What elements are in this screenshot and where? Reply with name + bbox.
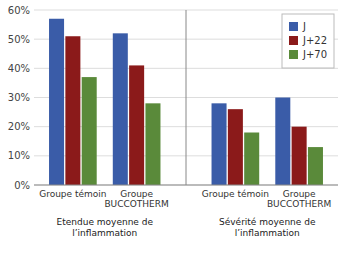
section-divider: [186, 10, 187, 185]
y-tick-label: 60%: [8, 5, 30, 16]
bar: [145, 103, 160, 185]
x-tick-label: GroupeBUCCOTHERM: [104, 189, 168, 209]
bar: [65, 36, 80, 185]
bar: [82, 77, 97, 185]
y-tick-label: 30%: [8, 92, 30, 103]
y-tick-label: 50%: [8, 34, 30, 45]
legend-frame: [282, 14, 334, 68]
legend-swatch: [289, 36, 298, 45]
bar: [244, 133, 259, 186]
bar: [292, 127, 307, 185]
y-tick-label: 20%: [8, 121, 30, 132]
bar: [113, 33, 128, 185]
bar: [275, 98, 290, 186]
section-label: Etendue moyenne del’inflammation: [57, 217, 154, 238]
bar: [212, 103, 227, 185]
bar: [129, 65, 144, 185]
legend-swatch: [289, 22, 298, 31]
y-tick-label: 10%: [8, 150, 30, 161]
grid: [34, 10, 338, 185]
legend-label: J+70: [302, 49, 327, 60]
legend-label: J+22: [302, 35, 327, 46]
chart: 0%10%20%30%40%50%60%Groupe témoinGroupeB…: [0, 0, 346, 277]
y-tick-label: 0%: [14, 180, 30, 191]
x-tick-label: GroupeBUCCOTHERM: [267, 189, 331, 209]
x-tick-label: Groupe témoin: [202, 189, 269, 199]
legend-swatch: [289, 50, 298, 59]
section-label: Sévérité moyenne del’inflammation: [219, 217, 316, 238]
legend: J J+22 J+70: [282, 14, 334, 68]
bar: [308, 147, 323, 185]
legend-label: J: [302, 21, 306, 32]
bar: [49, 19, 64, 185]
x-tick-label: Groupe témoin: [39, 189, 106, 199]
y-tick-label: 40%: [8, 63, 30, 74]
bar: [228, 109, 243, 185]
